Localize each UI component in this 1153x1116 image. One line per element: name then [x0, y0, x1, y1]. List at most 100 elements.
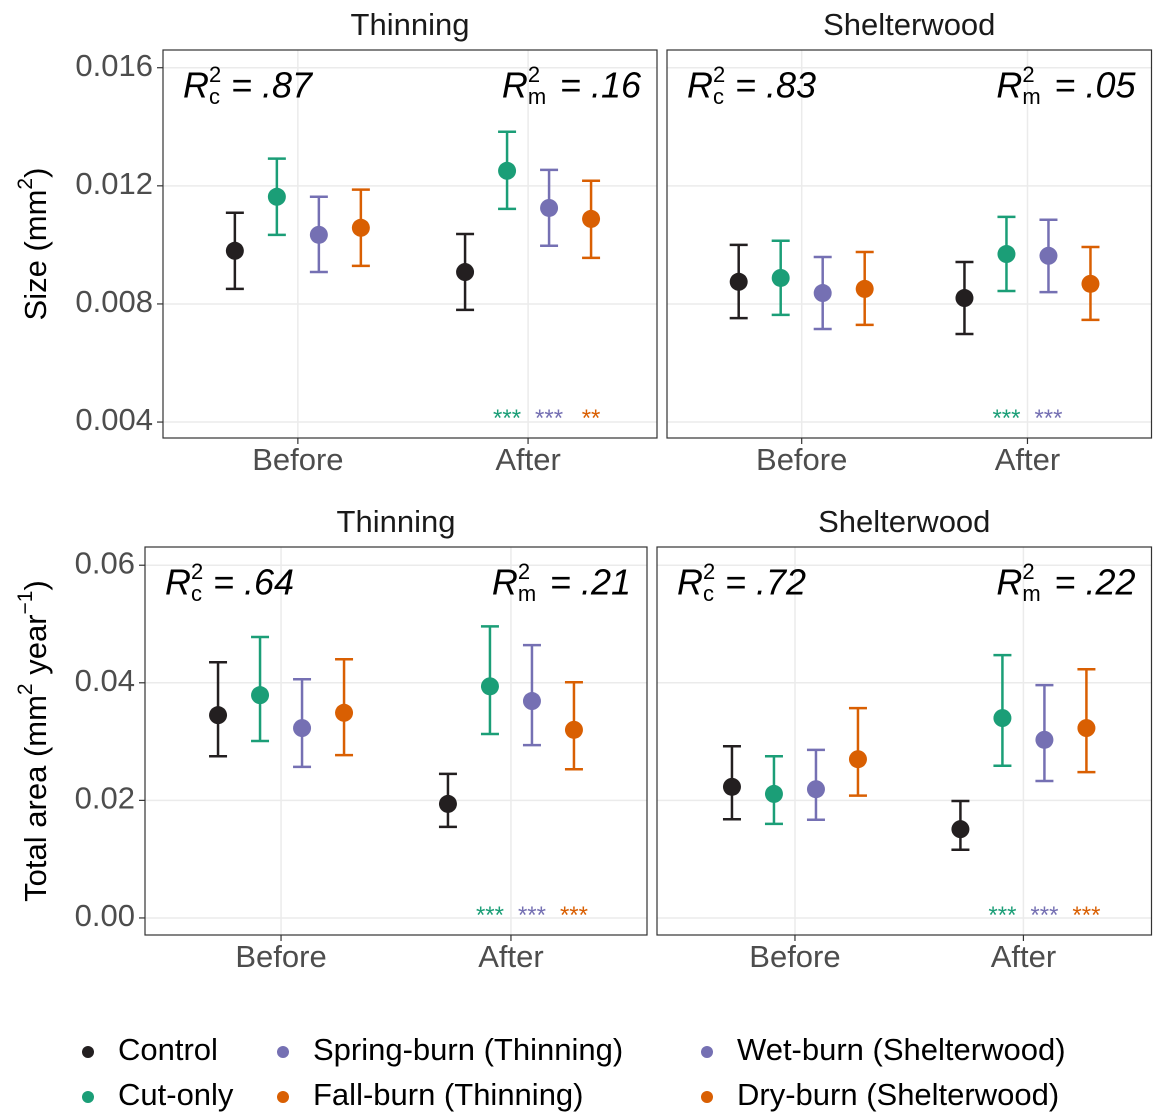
r2-superscript: 2 — [209, 62, 221, 87]
legend-marker — [701, 1091, 713, 1103]
legend-marker — [277, 1091, 289, 1103]
point — [438, 794, 457, 813]
y-axis-label-text: ) — [18, 168, 53, 178]
legend-label: Control — [118, 1032, 218, 1067]
point — [267, 187, 286, 206]
point — [582, 209, 601, 228]
y-axis-label: Size (mm2) — [14, 168, 53, 321]
panel-background — [145, 547, 647, 935]
x-tick-label: Before — [756, 442, 847, 477]
y-tick-label: 0.06 — [75, 545, 135, 580]
significance-label: *** — [493, 405, 521, 432]
y-tick-label: 0.012 — [75, 166, 153, 201]
point — [498, 161, 517, 180]
x-tick-label: Before — [235, 939, 326, 974]
y-axis-label-text: year — [18, 614, 53, 683]
r2-subscript: c — [191, 581, 202, 606]
y-axis-label-text: Size (mm — [18, 190, 53, 321]
legend-label: Spring-burn (Thinning) — [313, 1032, 623, 1067]
r2-subscript: m — [1022, 581, 1040, 606]
panel-background — [657, 547, 1152, 935]
y-axis-label-superscript: 2 — [14, 683, 37, 695]
significance-label: *** — [518, 902, 546, 929]
significance-label: *** — [476, 902, 504, 929]
r2-subscript: m — [518, 581, 536, 606]
significance-label: ** — [582, 405, 601, 432]
panel-background — [667, 50, 1152, 438]
r2-symbol: R — [492, 562, 518, 603]
point — [480, 677, 499, 696]
point — [209, 706, 228, 725]
point — [1081, 274, 1100, 293]
panel-border — [666, 49, 1153, 439]
point — [1035, 730, 1054, 749]
point — [729, 272, 748, 291]
significance-label: *** — [1034, 405, 1062, 432]
point — [771, 268, 790, 287]
r2-value: = .72 — [725, 562, 806, 603]
legend-label: Fall-burn (Thinning) — [313, 1077, 584, 1112]
point — [993, 709, 1012, 728]
point — [351, 218, 370, 237]
legend-marker — [82, 1046, 94, 1058]
strip-title: Shelterwood — [823, 7, 995, 42]
x-tick-label: Before — [252, 442, 343, 477]
y-axis-label: Total area (mm2 year−1) — [14, 580, 53, 902]
r2-superscript: 2 — [191, 559, 203, 584]
r2-subscript: c — [209, 84, 220, 109]
y-axis-label-superscript: 2 — [14, 178, 37, 190]
r2-symbol: R — [165, 562, 191, 603]
point — [997, 245, 1016, 264]
r2-symbol: R — [502, 65, 528, 106]
x-tick-label: Before — [749, 939, 840, 974]
panel-background — [163, 50, 657, 438]
r2-symbol: R — [996, 65, 1022, 106]
point — [764, 784, 783, 803]
x-tick-label: After — [478, 939, 543, 974]
y-axis-label-superscript: −1 — [14, 591, 37, 615]
y-tick-label: 0.02 — [75, 781, 135, 816]
r2-subscript: m — [1022, 84, 1040, 109]
r2-superscript: 2 — [528, 62, 540, 87]
point — [309, 225, 328, 244]
r2-superscript: 2 — [703, 559, 715, 584]
legend-marker — [82, 1091, 94, 1103]
r2-symbol: R — [687, 65, 713, 106]
panel-border — [656, 546, 1153, 936]
significance-label: *** — [535, 405, 563, 432]
y-axis-label-text: ) — [18, 580, 53, 590]
y-tick-label: 0.00 — [75, 898, 135, 933]
point — [522, 692, 541, 711]
significance-label: *** — [560, 902, 588, 929]
y-tick-label: 0.008 — [75, 284, 153, 319]
r2-value: = .64 — [213, 562, 294, 603]
point — [806, 780, 825, 799]
r2-symbol: R — [996, 562, 1022, 603]
point — [540, 198, 559, 217]
point — [251, 686, 270, 705]
point — [813, 284, 832, 303]
point — [1039, 246, 1058, 265]
significance-label: *** — [992, 405, 1020, 432]
legend-marker — [277, 1046, 289, 1058]
r2-value: = .83 — [735, 65, 816, 106]
point — [848, 750, 867, 769]
r2-subscript: c — [703, 581, 714, 606]
r2-superscript: 2 — [1022, 62, 1034, 87]
point — [456, 263, 475, 282]
legend-label: Cut-only — [118, 1077, 234, 1112]
strip-title: Thinning — [351, 7, 470, 42]
legend-label: Wet-burn (Shelterwood) — [737, 1032, 1066, 1067]
legend-label: Dry-burn (Shelterwood) — [737, 1077, 1059, 1112]
panel-border — [144, 546, 648, 936]
strip-title: Thinning — [337, 504, 456, 539]
legend-marker — [701, 1046, 713, 1058]
point — [293, 719, 312, 738]
r2-value: = .87 — [231, 65, 314, 106]
y-tick-label: 0.004 — [75, 402, 153, 437]
r2-value: = .16 — [560, 65, 642, 106]
significance-label: *** — [988, 902, 1016, 929]
point — [955, 289, 974, 308]
r2-subscript: m — [528, 84, 546, 109]
